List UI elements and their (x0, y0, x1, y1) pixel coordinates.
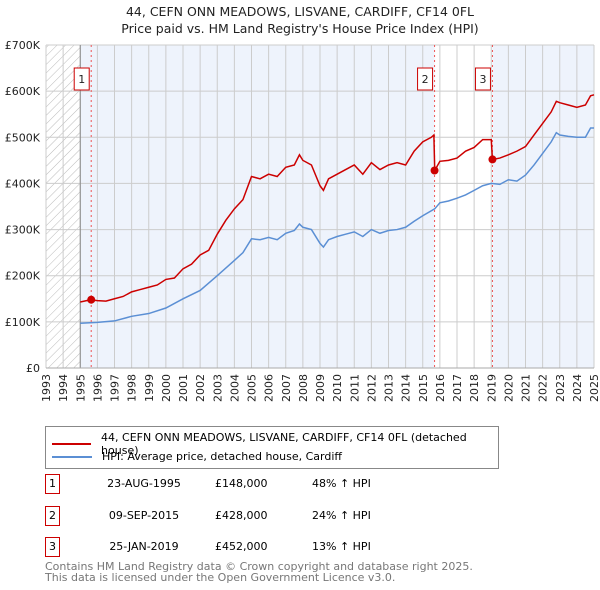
sale-hpi: 24% ↑ HPI (312, 509, 371, 522)
series-line (80, 94, 595, 303)
sale-label-box (417, 67, 434, 91)
sale-label-box (474, 67, 491, 91)
y-tick-label: £300K (5, 224, 41, 237)
y-tick-label: £0 (26, 362, 40, 375)
series-line (80, 127, 594, 324)
sale-point (488, 155, 497, 164)
x-tick-label: 2003 (211, 374, 224, 402)
x-tick-label: 1998 (126, 374, 139, 402)
x-tick-label: 2004 (228, 374, 241, 402)
x-tick-label: 2008 (297, 374, 310, 402)
sale-date: 25-JAN-2019 (109, 540, 179, 553)
x-tick-label: 2019 (485, 374, 498, 402)
legend-swatch-property (52, 443, 92, 445)
legend: 44, CEFN ONN MEADOWS, LISVANE, CARDIFF, … (45, 426, 499, 469)
sale-row: 2 09-SEP-2015 £428,000 24% ↑ HPI (45, 506, 445, 526)
footer-copyright: Contains HM Land Registry data © Crown c… (45, 560, 473, 573)
footer-licence: This data is licensed under the Open Gov… (45, 571, 396, 584)
x-tick-label: 2007 (280, 374, 293, 402)
x-tick-label: 2023 (554, 374, 567, 402)
sale-price: £428,000 (215, 509, 268, 522)
sale-marker-label: 1 (45, 474, 60, 494)
x-tick-label: 1997 (109, 374, 122, 402)
x-tick-label: 2002 (194, 374, 207, 402)
x-tick-label: 2017 (451, 374, 464, 402)
sale-label: 3 (479, 73, 486, 86)
sale-row: 3 25-JAN-2019 £452,000 13% ↑ HPI (45, 537, 445, 557)
x-tick-label: 2018 (468, 374, 481, 402)
y-tick-label: £600K (5, 85, 41, 98)
plot-area: 1993 1994 1995 1996 1997 1998 1999 2000 2001 2002… (5, 39, 600, 402)
x-tick-label: 1999 (143, 374, 156, 402)
y-tick-label: £400K (5, 177, 41, 190)
x-tick-label: 1994 (57, 374, 70, 402)
sale-marker-label: 3 (45, 537, 60, 557)
sale-date: 09-SEP-2015 (108, 509, 180, 522)
legend-swatch-hpi (52, 455, 92, 458)
sale-label: 2 (422, 73, 429, 86)
sale-row: 1 23-AUG-1995 £148,000 48% ↑ HPI (45, 474, 445, 494)
y-tick-label: £100K (5, 316, 41, 329)
legend-label-property: 44, CEFN ONN MEADOWS, LISVANE, CARDIFF, … (101, 431, 467, 457)
chart-subtitle: Price paid vs. HM Land Registry's House … (121, 21, 479, 36)
y-tick-label: £200K (5, 270, 41, 283)
ownership-shade-1 (80, 45, 435, 368)
x-tick-label: 2009 (314, 374, 327, 402)
ownership-shade-3 (492, 45, 594, 368)
sale-point (87, 295, 96, 304)
x-tick-label: 1993 (40, 374, 53, 402)
sale-price: £148,000 (215, 477, 268, 490)
sale-label-box (73, 67, 90, 91)
chart-title: 44, CEFN ONN MEADOWS, LISVANE, CARDIFF, … (125, 4, 475, 19)
legend-label-hpi: HPI: Average price, detached house, Card… (102, 450, 342, 463)
y-tick-label: £700K (5, 39, 41, 52)
x-tick-label: 2022 (537, 374, 550, 402)
x-tick-label: 1996 (91, 374, 104, 402)
sale-price: £452,000 (215, 540, 268, 553)
x-tick-label: 2016 (434, 374, 447, 402)
x-tick-label: 2025 (588, 374, 600, 402)
sale-hpi: 48% ↑ HPI (312, 477, 371, 490)
sale-point (430, 166, 439, 175)
sale-marker-label: 2 (45, 506, 60, 526)
x-tick-label: 2012 (365, 374, 378, 402)
x-tick-label: 2015 (417, 374, 430, 402)
x-tick-label: 2006 (263, 374, 276, 402)
sale-date: 23-AUG-1995 (107, 477, 181, 490)
x-tick-label: 2005 (246, 374, 259, 402)
x-tick-label: 2011 (348, 374, 361, 402)
x-tick-label: 2001 (177, 374, 190, 402)
y-tick-label: £500K (5, 131, 41, 144)
x-tick-label: 2014 (400, 374, 413, 402)
x-tick-label: 2000 (160, 374, 173, 402)
x-tick-label: 1995 (74, 374, 87, 402)
sale-hpi: 13% ↑ HPI (312, 540, 371, 553)
x-tick-label: 2024 (571, 374, 584, 402)
sale-label: 1 (78, 73, 85, 86)
x-tick-label: 2010 (331, 374, 344, 402)
x-tick-label: 2013 (383, 374, 396, 402)
x-tick-label: 2021 (520, 374, 533, 402)
x-tick-label: 2020 (502, 374, 515, 402)
